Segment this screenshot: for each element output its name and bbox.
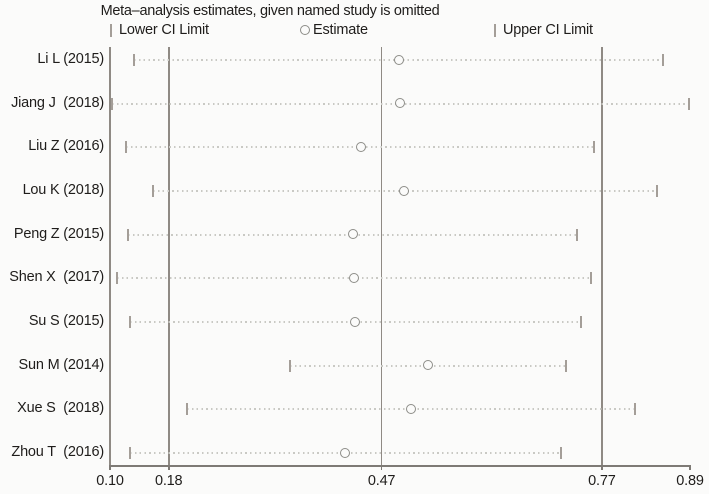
estimate-marker [347, 229, 358, 240]
estimate-circle-icon [300, 25, 310, 35]
legend-upper-ci-label: Upper CI Limit [503, 22, 593, 38]
ci-upper-tick [656, 185, 658, 197]
ci-lower-tick [126, 228, 129, 241]
ci-upper-tick [564, 359, 567, 372]
ci-lower-tick [186, 403, 189, 416]
lower-ci-tick-icon [110, 23, 112, 37]
study-label: Shen X (2017) [9, 269, 104, 286]
ci-upper-tick [579, 316, 582, 328]
estimate-marker [355, 141, 366, 152]
study-label: Zhou T (2016) [11, 444, 104, 460]
legend-lower-ci-label: Lower CI Limit [119, 22, 209, 38]
study-label: Liu Z (2016) [28, 138, 104, 155]
ci-upper-tick [688, 97, 691, 110]
ci-lower-tick [133, 54, 136, 66]
x-axis-tick [689, 465, 691, 470]
gridline [168, 47, 170, 466]
study-label: Lou K (2018) [22, 182, 105, 198]
estimate-marker [393, 54, 404, 65]
x-axis-tick-label: 0.77 [588, 473, 616, 489]
gridline [601, 47, 603, 466]
x-axis-tick [601, 465, 603, 470]
gridline [380, 47, 383, 466]
x-axis [110, 465, 690, 467]
legend-estimate: Estimate [300, 22, 368, 38]
ci-lower-tick [125, 141, 128, 154]
ci-upper-tick [592, 141, 595, 154]
x-axis-tick [168, 465, 170, 470]
x-axis-tick-label: 0.47 [367, 473, 396, 489]
x-axis-tick-label: 0.10 [96, 473, 124, 489]
study-label: Li L (2015) [37, 51, 104, 67]
ci-upper-tick [589, 272, 592, 285]
estimate-marker [398, 185, 409, 196]
ci-upper-tick [559, 447, 562, 459]
legend-estimate-label: Estimate [313, 22, 368, 38]
estimate-marker [350, 316, 361, 327]
x-axis-tick-label: 0.18 [154, 473, 183, 489]
study-label: Peng Z (2015) [13, 225, 104, 242]
ci-upper-tick [575, 228, 578, 241]
chart-title: Meta–analysis estimates, given named stu… [100, 3, 440, 19]
x-axis-tick-label: 0.89 [676, 473, 704, 489]
legend-lower-ci: Lower CI Limit [110, 22, 209, 38]
ci-upper-tick [661, 54, 664, 66]
upper-ci-tick-icon [494, 23, 496, 37]
x-axis-tick [380, 465, 383, 470]
ci-lower-tick [110, 97, 113, 110]
ci-lower-tick [128, 447, 131, 459]
study-label: Sun M (2014) [18, 356, 105, 373]
legend-upper-ci: Upper CI Limit [494, 22, 593, 38]
x-axis-tick [109, 465, 111, 470]
ci-lower-tick [151, 185, 154, 197]
ci-lower-tick [115, 272, 118, 285]
estimate-marker [340, 447, 351, 458]
estimate-marker [349, 272, 359, 283]
estimate-marker [394, 98, 405, 109]
estimate-marker [405, 403, 416, 414]
study-label: Jiang J (2018) [11, 94, 104, 111]
gridline [109, 47, 111, 466]
study-label: Xue S (2018) [17, 400, 104, 417]
study-label: Su S (2015) [28, 313, 104, 329]
ci-upper-tick [633, 403, 636, 416]
estimate-marker [423, 360, 434, 371]
ci-lower-tick [288, 359, 291, 372]
ci-lower-tick [128, 316, 131, 328]
